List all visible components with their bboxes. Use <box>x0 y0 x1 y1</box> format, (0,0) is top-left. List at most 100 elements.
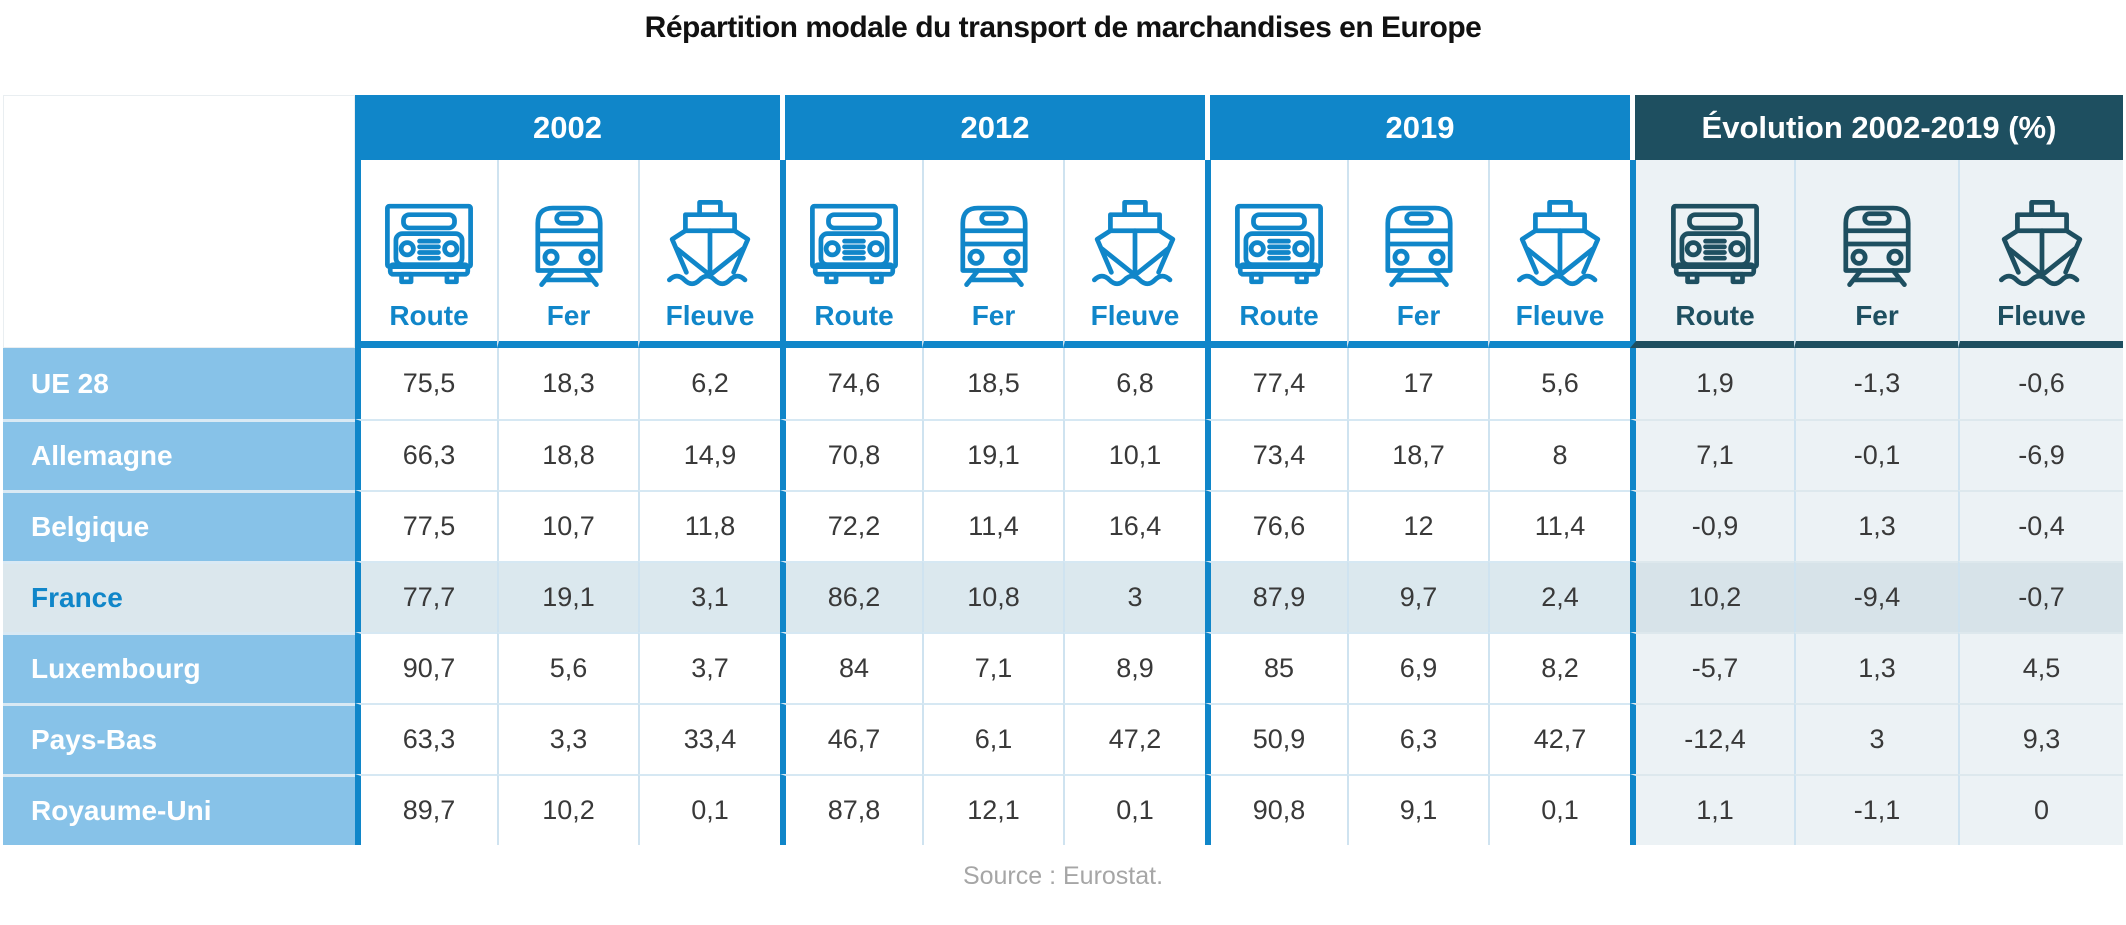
data-cell: 70,8 <box>780 419 922 490</box>
data-cell: 1,3 <box>1794 490 1958 561</box>
data-cell: 87,9 <box>1205 561 1347 632</box>
data-cell: 89,7 <box>355 774 497 845</box>
mode-label: Fer <box>1396 300 1441 331</box>
mode-header-fer: Fer <box>1794 160 1958 348</box>
data-cell: 10,7 <box>497 490 638 561</box>
data-cell: -5,7 <box>1630 632 1794 703</box>
data-cell: 9,3 <box>1958 703 2123 774</box>
data-cell: 47,2 <box>1063 703 1205 774</box>
year-header-2019: 2019 <box>1205 95 1630 160</box>
data-cell: 14,9 <box>638 419 780 490</box>
data-cell: 19,1 <box>497 561 638 632</box>
data-cell: 50,9 <box>1205 703 1347 774</box>
row-label-royaume-uni: Royaume-Uni <box>3 774 355 845</box>
mode-header-fer: Fer <box>922 160 1063 348</box>
truck-icon <box>1227 196 1331 292</box>
data-cell: 33,4 <box>638 703 780 774</box>
mode-header-fer: Fer <box>1347 160 1488 348</box>
data-cell: 42,7 <box>1488 703 1630 774</box>
year-header-2012: 2012 <box>780 95 1205 160</box>
data-cell: 86,2 <box>780 561 922 632</box>
data-cell: 1,3 <box>1794 632 1958 703</box>
row-label-allemagne: Allemagne <box>3 419 355 490</box>
data-cell: 75,5 <box>355 348 497 419</box>
data-cell: 73,4 <box>1205 419 1347 490</box>
year-header-2002: 2002 <box>355 95 780 160</box>
data-cell: 77,5 <box>355 490 497 561</box>
data-cell: 18,8 <box>497 419 638 490</box>
data-cell: -0,4 <box>1958 490 2123 561</box>
data-cell: 11,8 <box>638 490 780 561</box>
data-cell: 46,7 <box>780 703 922 774</box>
mode-header-route: Route <box>1205 160 1347 348</box>
data-cell: 77,4 <box>1205 348 1347 419</box>
data-cell: 8 <box>1488 419 1630 490</box>
data-cell: 6,2 <box>638 348 780 419</box>
data-cell: 6,3 <box>1347 703 1488 774</box>
mode-header-fer: Fer <box>497 160 638 348</box>
data-cell: 3 <box>1063 561 1205 632</box>
data-cell: 3,7 <box>638 632 780 703</box>
truck-icon <box>1663 196 1767 292</box>
data-cell: 85 <box>1205 632 1347 703</box>
mode-label: Fer <box>546 300 591 331</box>
data-cell: 1,1 <box>1630 774 1794 845</box>
data-cell: 6,1 <box>922 703 1063 774</box>
mode-label: Route <box>1239 300 1319 331</box>
data-cell: 3 <box>1794 703 1958 774</box>
data-cell: 87,8 <box>780 774 922 845</box>
row-label-ue-28: UE 28 <box>3 348 355 419</box>
ship-icon <box>658 196 762 292</box>
data-cell: 77,7 <box>355 561 497 632</box>
data-cell: 5,6 <box>497 632 638 703</box>
ship-icon <box>1083 196 1187 292</box>
data-cell: 9,1 <box>1347 774 1488 845</box>
mode-label: Route <box>389 300 469 331</box>
data-cell: -0,6 <box>1958 348 2123 419</box>
modal-split-table: 2002 2012 2019 Évolution 2002-2019 (%) R… <box>3 95 2123 845</box>
data-cell: 0 <box>1958 774 2123 845</box>
year-header-evolution: Évolution 2002-2019 (%) <box>1630 95 2123 160</box>
data-cell: 5,6 <box>1488 348 1630 419</box>
data-cell: 6,8 <box>1063 348 1205 419</box>
data-cell: 6,9 <box>1347 632 1488 703</box>
data-cell: 2,4 <box>1488 561 1630 632</box>
source-note: Source : Eurostat. <box>962 862 1164 890</box>
data-cell: 3,1 <box>638 561 780 632</box>
train-icon <box>942 196 1046 292</box>
data-cell: 76,6 <box>1205 490 1347 561</box>
data-cell: 66,3 <box>355 419 497 490</box>
data-cell: 11,4 <box>922 490 1063 561</box>
mode-header-fleuve: Fleuve <box>1958 160 2123 348</box>
data-cell: 10,2 <box>497 774 638 845</box>
truck-icon <box>802 196 906 292</box>
row-label-belgique: Belgique <box>3 490 355 561</box>
mode-label: Fer <box>971 300 1016 331</box>
data-cell: 16,4 <box>1063 490 1205 561</box>
mode-label: Fleuve <box>665 300 755 331</box>
ship-icon <box>1508 196 1612 292</box>
data-cell: 84 <box>780 632 922 703</box>
mode-label: Fleuve <box>1515 300 1605 331</box>
page-title: Répartition modale du transport de march… <box>644 11 1482 44</box>
mode-header-route: Route <box>780 160 922 348</box>
data-cell: 90,7 <box>355 632 497 703</box>
mode-header-route: Route <box>355 160 497 348</box>
data-cell: -0,9 <box>1630 490 1794 561</box>
mode-label: Fer <box>1855 300 1899 331</box>
data-cell: 19,1 <box>922 419 1063 490</box>
data-cell: 10,1 <box>1063 419 1205 490</box>
data-cell: 18,3 <box>497 348 638 419</box>
data-cell: -12,4 <box>1630 703 1794 774</box>
mode-label: Route <box>814 300 894 331</box>
row-label-pays-bas: Pays-Bas <box>3 703 355 774</box>
row-label-luxembourg: Luxembourg <box>3 632 355 703</box>
corner-empty-cell <box>3 95 355 348</box>
train-icon <box>1367 196 1471 292</box>
data-cell: 0,1 <box>1063 774 1205 845</box>
data-cell: -6,9 <box>1958 419 2123 490</box>
row-label-france: France <box>3 561 355 632</box>
data-cell: 11,4 <box>1488 490 1630 561</box>
data-cell: 1,9 <box>1630 348 1794 419</box>
data-cell: 90,8 <box>1205 774 1347 845</box>
